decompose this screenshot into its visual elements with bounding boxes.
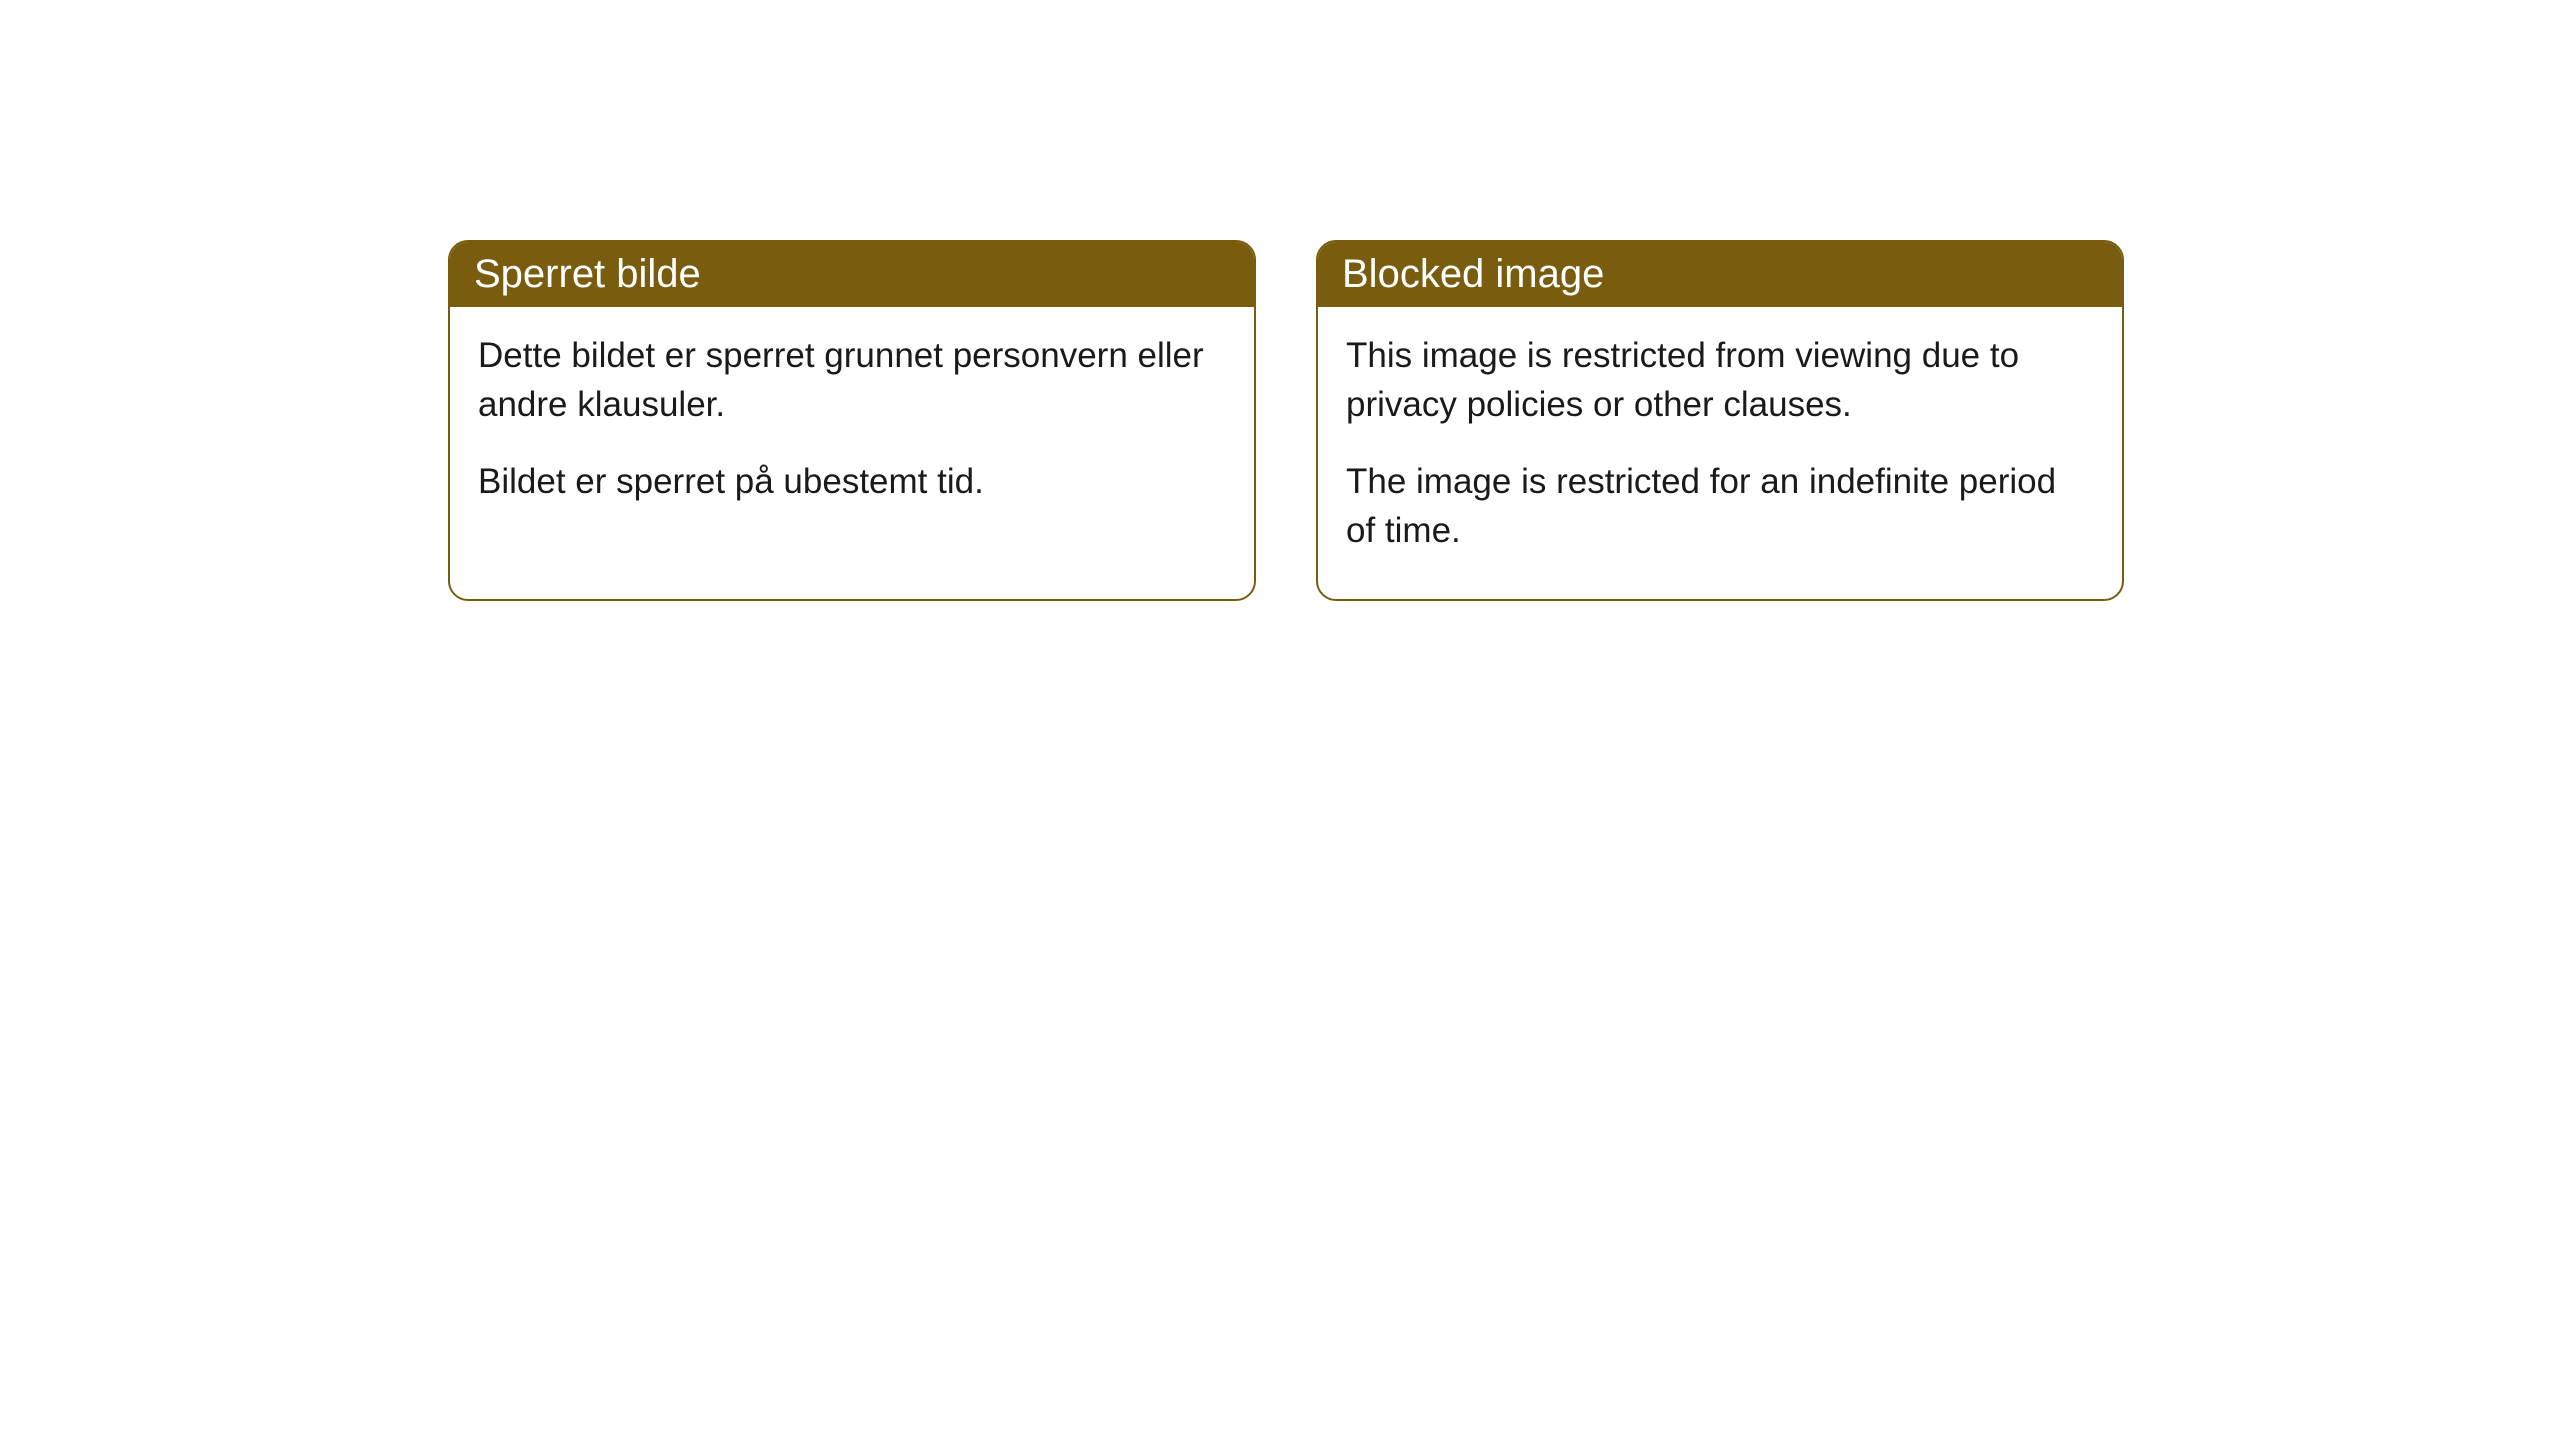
card-title: Blocked image — [1342, 252, 1604, 296]
blocked-image-card-norwegian: Sperret bilde Dette bildet er sperret gr… — [448, 240, 1256, 601]
card-header-norwegian: Sperret bilde — [450, 242, 1254, 307]
card-body-english: This image is restricted from viewing du… — [1318, 307, 2122, 599]
blocked-image-card-english: Blocked image This image is restricted f… — [1316, 240, 2124, 601]
card-paragraph: Dette bildet er sperret grunnet personve… — [478, 331, 1226, 429]
card-paragraph: This image is restricted from viewing du… — [1346, 331, 2094, 429]
card-title: Sperret bilde — [474, 252, 701, 296]
card-header-english: Blocked image — [1318, 242, 2122, 307]
card-paragraph: The image is restricted for an indefinit… — [1346, 457, 2094, 555]
message-cards-container: Sperret bilde Dette bildet er sperret gr… — [448, 240, 2124, 601]
card-paragraph: Bildet er sperret på ubestemt tid. — [478, 457, 1226, 506]
card-body-norwegian: Dette bildet er sperret grunnet personve… — [450, 307, 1254, 550]
